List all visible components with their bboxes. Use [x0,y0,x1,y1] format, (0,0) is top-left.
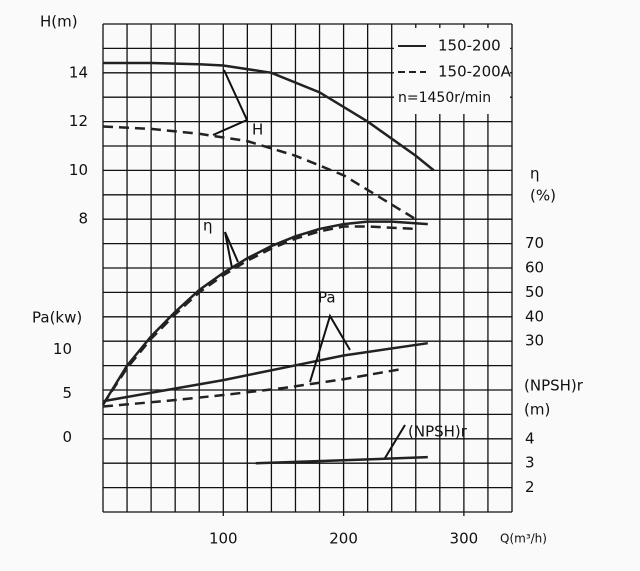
npsh-axis-label: (NPSH)r [524,377,584,395]
h-tick-label: 8 [78,210,88,228]
h-leader [212,69,249,136]
h-tick-label: 12 [69,112,88,130]
eta-leader [224,231,239,269]
h-tick-label: 10 [69,161,88,179]
x-tick-label: 300 [450,530,479,548]
curve-h [102,125,417,221]
eta-axis-label: (%) [530,187,556,205]
eta-tick-label: 70 [525,234,544,252]
npsh-axis-label: (m) [524,401,550,419]
pa-tick-label: 10 [53,340,72,358]
x-tick-label: 100 [209,530,238,548]
curve-pa [102,367,404,408]
plot: 100 200 300 Q(m³/h)8101214H(m)3040506070η(%… [32,13,584,548]
annotation: η [203,217,213,235]
legend-label: 150-200A [438,63,512,81]
pa-tick-label: 5 [62,384,72,402]
x-axis-label: Q(m³/h) [500,532,547,546]
curve-eta [101,225,416,406]
curve-h [103,61,435,172]
pa-tick-label: 0 [62,428,72,446]
npsh-tick-label: 4 [525,429,535,447]
eta-tick-label: 60 [525,259,544,277]
pa-axis-label: Pa(kw) [32,309,82,327]
h-tick-label: 14 [69,63,88,81]
curve-pa [102,341,428,403]
npsh-tick-label: 2 [525,478,535,496]
npsh-leader [384,424,406,459]
legend-label: 150-200 [438,37,501,55]
legend-note: n=1450r/min [398,90,491,106]
annotation: (NPSH)r [408,423,468,441]
eta-tick-label: 40 [525,307,544,325]
eta-axis-label: η [530,165,540,183]
h-axis-label: H(m) [40,13,78,31]
leaders [212,69,406,459]
eta-tick-label: 30 [525,332,544,350]
annotation: H [252,121,263,139]
curve-npsh [255,455,428,465]
annotation: Pa [318,289,336,307]
npsh-tick-label: 3 [525,454,535,472]
eta-tick-label: 50 [525,283,544,301]
curve-eta [101,220,428,406]
x-tick-label: 200 [329,530,358,548]
pa-leader [309,313,351,383]
